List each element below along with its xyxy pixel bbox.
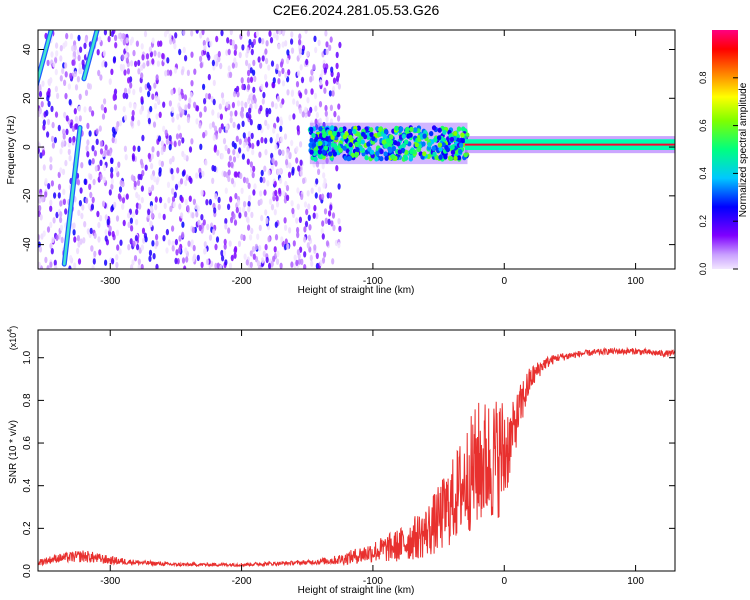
colorbar-gradient	[712, 30, 738, 269]
snr-x-tick-label: 100	[627, 576, 644, 587]
snr-y-tick-label: 0.8	[22, 393, 33, 407]
snr-y-multiplier: (x104)	[7, 326, 18, 350]
colorbar-tick-label: 0.4	[698, 167, 708, 180]
snr-y-axis-label: SNR (10 * v/v)	[8, 420, 19, 484]
snr-y-ticks: 0.0 0.2 0.4 0.6 0.8 1.0	[22, 350, 675, 578]
colorbar-tick-label: 0.6	[698, 119, 708, 132]
spectrogram-x-tick-label: -100	[363, 276, 383, 287]
snr-x-tick-label: -100	[363, 576, 383, 587]
spectrogram-y-tick-label: 0	[22, 144, 33, 150]
spectrogram-y-tick-label: -40	[22, 237, 33, 252]
heatmap-streak	[63, 126, 82, 266]
snr-panel: -300 -200 -100 0 100 0.0 0.2 0.4 0.6 0.8 1.0 Heig…	[7, 326, 676, 596]
snr-y-tick-label: 0.6	[22, 436, 33, 450]
heatmap-region	[464, 136, 675, 154]
spectrogram-x-tick-label: 0	[501, 276, 507, 287]
snr-frame	[37, 329, 676, 572]
snr-x-tick-label: 0	[501, 576, 507, 587]
heatmap-streak	[82, 30, 99, 81]
colorbar-tick-label: 0.8	[698, 72, 708, 85]
spectrogram-y-tick-label: -20	[22, 188, 33, 203]
snr-series-line	[38, 346, 675, 568]
snr-x-ticks: -300 -200 -100 0 100	[100, 330, 644, 587]
spectrogram-x-ticks: -300 -200 -100 0 100	[100, 30, 644, 287]
spectrogram-y-axis-label: Frequency (Hz)	[6, 116, 17, 185]
snr-y-multiplier-base: (x10	[8, 333, 18, 351]
spectrogram-x-axis-label: Height of straight line (km)	[298, 285, 415, 296]
snr-x-tick-label: -300	[100, 576, 120, 587]
spectrogram-x-tick-label: -300	[100, 276, 120, 287]
snr-y-tick-label: 1.0	[22, 350, 33, 364]
snr-y-multiplier-exponent: 4	[7, 329, 14, 333]
snr-y-tick-label: 0.2	[22, 521, 33, 535]
colorbar-tick-label: 0.2	[698, 215, 708, 228]
figure-title: C2E6.2024.281.05.53.G26	[273, 2, 440, 18]
spectrogram-heatmap	[38, 30, 675, 269]
snr-x-axis-label: Height of straight line (km)	[298, 585, 415, 596]
snr-y-multiplier-close: )	[8, 326, 18, 329]
heatmap-region	[307, 122, 470, 165]
heatmap-region	[38, 30, 342, 269]
spectrogram-y-tick-label: 40	[22, 44, 33, 56]
spectrogram-x-tick-label: -200	[232, 276, 252, 287]
heatmap-streak	[38, 30, 53, 84]
colorbar-tick-label: 0.0	[698, 263, 708, 276]
spectrogram-y-tick-label: 20	[22, 92, 33, 104]
spectrogram-x-tick-label: 100	[627, 276, 644, 287]
colorbar-label: Normalized spectral amplitude	[738, 82, 749, 217]
spectrogram-y-ticks: -40 -20 0 20 40	[22, 44, 675, 252]
colorbar-ticks: 0.0 0.2 0.4 0.6 0.8	[698, 72, 738, 276]
spectrogram-frame	[37, 29, 676, 270]
snr-y-tick-label: 0.0	[22, 564, 33, 578]
snr-x-tick-label: -200	[232, 576, 252, 587]
snr-y-tick-label: 0.4	[22, 478, 33, 492]
colorbar: 0.0 0.2 0.4 0.6 0.8 Normalized spectral ampl…	[698, 30, 749, 275]
